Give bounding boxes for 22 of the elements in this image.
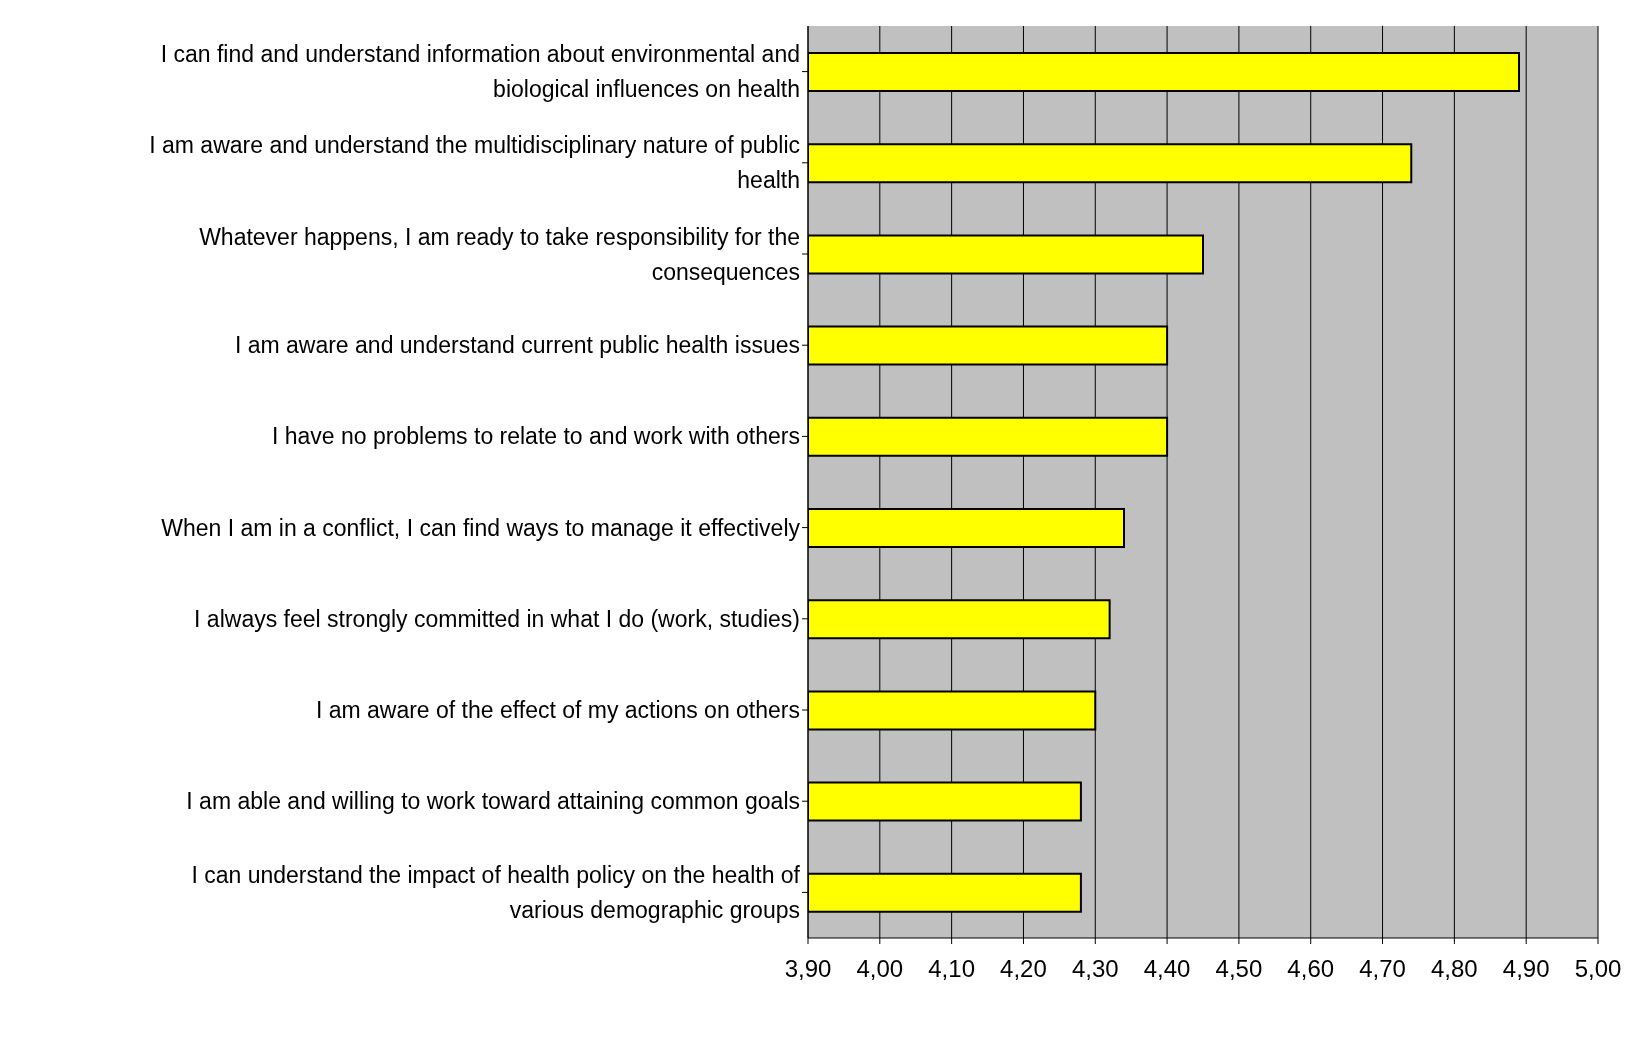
y-tick-label: When I am in a conflict, I can find ways to manage it effectively: [161, 514, 801, 541]
x-tick-label: 4,40: [1143, 955, 1191, 983]
y-tick-label: I am able and willing to work toward attaining common goals: [186, 788, 800, 815]
x-tick-label: 4,50: [1215, 955, 1263, 983]
y-tick-label: I am aware and understand the multidisciplinary nature of public health: [149, 132, 800, 194]
x-tick-label: 3,90: [784, 955, 832, 983]
x-tick-label: 4,80: [1431, 955, 1478, 983]
x-tick-label: 4,10: [928, 955, 975, 983]
x-tick-label: 4,20: [1000, 955, 1047, 983]
x-tick-label: 4,30: [1071, 955, 1119, 983]
x-tick-label: 4,90: [1502, 955, 1550, 983]
x-tick-label: 4,00: [856, 955, 904, 983]
y-tick-label: I have no problems to relate to and work with others: [271, 423, 800, 450]
y-tick-label: I can find and understand information about environmental and biological influences on health: [160, 41, 800, 103]
y-tick-label: I always feel strongly committed in what I do (work, studies): [194, 605, 800, 632]
y-tick-label: I can understand the impact of health policy on the health of various demographic groups: [191, 861, 801, 923]
x-tick-label: 5,00: [1574, 955, 1622, 983]
x-tick-label: 4,70: [1359, 955, 1406, 983]
y-tick-label: I am aware and understand current public health issues: [234, 332, 800, 359]
y-tick-label: Whatever happens, I am ready to take responsibility for the consequences: [199, 223, 800, 285]
x-tick-label: 4,60: [1287, 955, 1335, 983]
y-tick-label: I am aware of the effect of my actions on others: [315, 697, 800, 723]
